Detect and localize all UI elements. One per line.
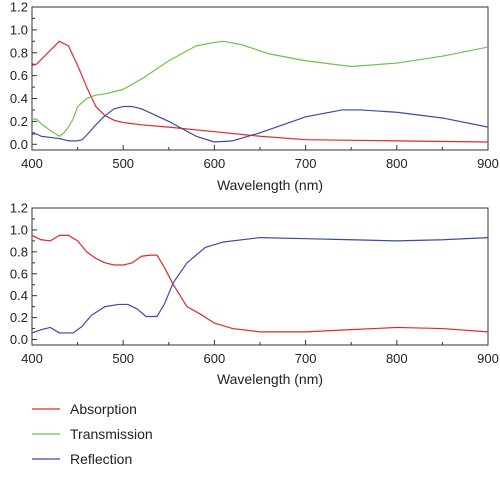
series-line-reflection xyxy=(32,236,488,334)
y-tick-label: 1.0 xyxy=(10,222,28,237)
y-tick-label: 1.0 xyxy=(10,22,28,37)
y-tick-label: 0.6 xyxy=(10,266,28,281)
y-tick-label: 1.2 xyxy=(10,0,28,15)
x-tick-label: 800 xyxy=(386,156,408,171)
y-tick-label: 0.0 xyxy=(10,137,28,152)
y-tick-label: 0.4 xyxy=(10,91,28,106)
y-tick-label: 0.6 xyxy=(10,68,28,83)
series-line-absorption xyxy=(32,234,488,333)
series-line-absorption xyxy=(32,40,488,143)
y-tick-label: 0.8 xyxy=(10,244,28,259)
x-tick-label: 600 xyxy=(204,351,226,366)
x-axis-label: Wavelength (nm) xyxy=(217,177,323,193)
x-tick-label: 400 xyxy=(21,351,43,366)
x-tick-label: 500 xyxy=(112,351,134,366)
plot-frame xyxy=(31,207,489,346)
y-tick-label: 0.2 xyxy=(10,310,28,325)
y-tick-label: 0.8 xyxy=(10,45,28,60)
x-axis-label: Wavelength (nm) xyxy=(217,371,323,387)
x-tick-label: 700 xyxy=(295,351,317,366)
x-tick-label: 900 xyxy=(477,351,499,366)
series-line-reflection xyxy=(32,105,488,143)
x-tick-label: 600 xyxy=(204,156,226,171)
legend-label-absorption: Absorption xyxy=(70,401,137,417)
x-tick-label: 900 xyxy=(477,156,499,171)
y-tick-label: 0.0 xyxy=(10,332,28,347)
x-tick-label: 400 xyxy=(21,156,43,171)
top-panel: 400 500 600 700 800 900 0.0 0.2 0.4 0.6 0.8 1.0 1.2 W… xyxy=(10,0,499,193)
legend-label-transmission: Transmission xyxy=(70,426,153,442)
x-tick-label: 800 xyxy=(386,351,408,366)
y-tick-label: 0.2 xyxy=(10,114,28,129)
series-line-transmission xyxy=(32,40,488,137)
y-tick-label: 0.4 xyxy=(10,288,28,303)
plot-frame xyxy=(31,6,489,151)
y-tick-label: 1.2 xyxy=(10,201,28,216)
legend: Absorption Transmission Reflection xyxy=(32,401,153,467)
bottom-panel: 400 500 600 700 800 900 0.0 0.2 0.4 0.6 0.8 1.0 1.2 W… xyxy=(10,201,499,388)
x-tick-label: 500 xyxy=(112,156,134,171)
legend-label-reflection: Reflection xyxy=(70,451,132,467)
x-tick-label: 700 xyxy=(295,156,317,171)
